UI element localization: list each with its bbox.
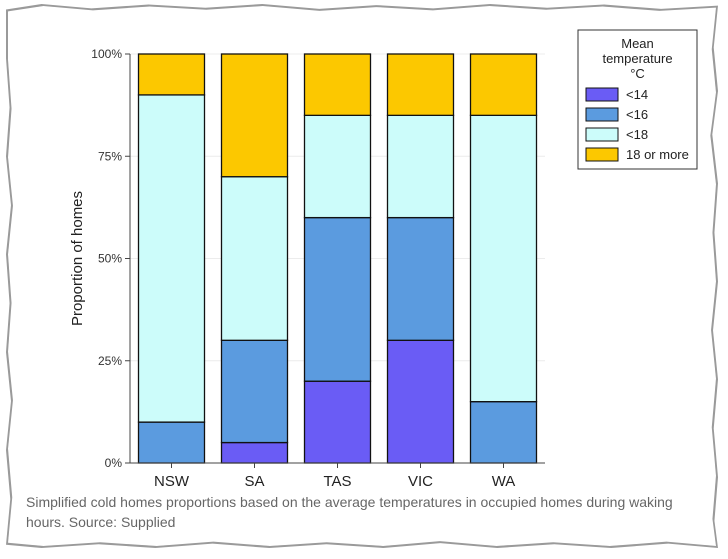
bar-segment-tas-1 [303,216,372,382]
y-axis-title: Proportion of homes [69,191,86,326]
legend-entry-label: <14 [626,87,648,102]
y-tick-label: 50% [98,252,122,266]
x-category-label: SA [244,473,264,490]
bar-segment-tas-2 [303,114,372,219]
bar-segment-tas-0 [303,380,372,464]
bar-segment-sa-3 [220,53,289,178]
legend-swatch [585,87,619,102]
x-category-label: VIC [408,473,433,490]
y-tick-label: 0% [105,456,123,470]
axes [125,53,545,468]
y-tick-label: 75% [98,149,122,163]
stacked-bar-chart: 0% 25% 50% 75% 100% NSW SA TAS VIC WA Proportion… [69,29,698,490]
bar-segment-sa-1 [220,339,289,444]
legend-title-line: Mean [621,36,654,51]
x-category-label: NSW [154,473,190,490]
x-category-labels: NSW SA TAS VIC WA [154,473,515,490]
bar-segment-sa-2 [220,176,289,341]
legend-entry-label: <16 [626,107,648,122]
bar-segment-wa-2 [469,114,538,403]
bar-segment-nsw-3 [137,53,206,96]
legend-entry-label: 18 or more [626,147,689,162]
bar-segment-nsw-1 [137,421,206,464]
bar-segment-vic-0 [386,339,455,464]
y-tick-labels: 0% 25% 50% 75% 100% [91,47,122,470]
bar-segment-vic-3 [386,53,455,116]
bars [137,53,538,464]
bar-segment-vic-1 [386,216,455,341]
bar-segment-vic-2 [386,114,455,219]
figure-caption: Simplified cold homes proportions based … [26,494,673,530]
y-tick-label: 25% [98,354,122,368]
legend-swatch [585,147,619,162]
legend-swatch [585,127,619,142]
x-category-label: TAS [323,473,351,490]
x-category-label: WA [492,473,516,490]
y-tick-label: 100% [91,47,122,61]
bar-segment-tas-3 [303,53,372,116]
bar-segment-wa-1 [469,400,538,464]
legend-swatch [585,107,619,122]
legend-title-line: °C [630,66,645,81]
bar-segment-nsw-2 [137,94,206,423]
legend-title-line: temperature [602,51,672,66]
bar-segment-sa-0 [220,441,289,464]
bar-segment-wa-3 [469,53,538,116]
legend-entry-label: <18 [626,127,648,142]
